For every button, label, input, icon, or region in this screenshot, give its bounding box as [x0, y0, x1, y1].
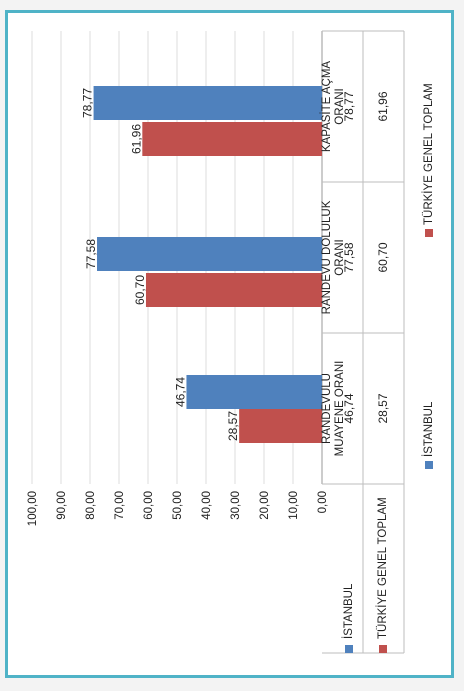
data-label: 46,74	[173, 377, 187, 407]
chart-frame: 0,00 10,00 20,00 30,00 40,00 50,00 60,00 70,00 8…	[5, 10, 454, 678]
category-label: KAPASİTE AÇMA	[320, 61, 333, 153]
table-legend-label: İSTANBUL	[342, 583, 355, 639]
bar-istanbul-3	[186, 375, 322, 409]
data-label: 61,96	[129, 124, 143, 154]
category-label: ORANI	[334, 239, 346, 275]
table-value: 46,74	[342, 393, 356, 423]
value-axis-tick-label: 0,00	[317, 491, 329, 513]
table-value: 78,77	[342, 91, 356, 121]
value-axis-tick-label: 40,00	[201, 491, 213, 520]
value-axis-tick-label: 30,00	[230, 491, 242, 520]
bar-turkiye-1	[142, 122, 322, 156]
bar-istanbul-2	[97, 237, 322, 271]
value-axis-tick-label: 100,00	[27, 491, 39, 526]
table-legend-swatch	[345, 645, 353, 653]
table-legend-label: TÜRKİYE GENEL TOPLAM	[376, 497, 389, 639]
legend-swatch	[425, 229, 433, 237]
bar-turkiye-2	[145, 273, 322, 307]
value-axis-tick-label: 50,00	[172, 491, 184, 520]
category-label: RANDEVULU	[321, 373, 333, 444]
data-label: 60,70	[133, 275, 147, 305]
value-axis-tick-label: 60,00	[143, 491, 155, 520]
value-axis-tick-label: 20,00	[259, 491, 271, 520]
table-value: 60,70	[376, 242, 390, 272]
category-label: RANDEVU DOLULUK	[321, 200, 333, 314]
legend-label: İSTANBUL	[422, 401, 435, 457]
legend-swatch	[425, 461, 433, 469]
value-axis-tick-label: 80,00	[85, 491, 97, 520]
category-label: MUAYENE ORANI	[334, 361, 346, 457]
table-value: 61,96	[376, 91, 390, 121]
category-label: ORANI	[334, 88, 346, 124]
table-value: 77,58	[342, 242, 356, 272]
bar-turkiye-3	[239, 409, 322, 443]
value-axis-tick-label: 90,00	[56, 491, 68, 520]
legend-label: TÜRKİYE GENEL TOPLAM	[422, 83, 435, 225]
data-label: 78,77	[81, 88, 95, 118]
value-axis-tick-label: 70,00	[114, 491, 126, 520]
data-label: 28,57	[226, 411, 240, 441]
data-label: 77,58	[84, 239, 98, 269]
value-axis-tick-label: 10,00	[288, 491, 300, 520]
table-value: 28,57	[376, 393, 390, 423]
bar-chart: 0,00 10,00 20,00 30,00 40,00 50,00 60,00 70,00 8…	[27, 30, 435, 654]
bar-istanbul-1	[93, 86, 322, 120]
table-legend-swatch	[379, 645, 387, 653]
